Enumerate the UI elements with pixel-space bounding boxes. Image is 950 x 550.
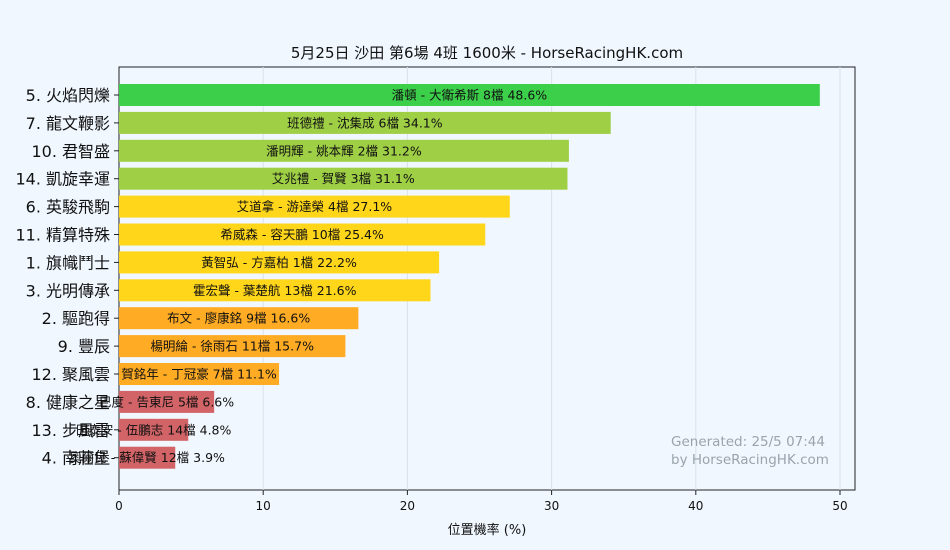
bar [119, 251, 440, 274]
bar-label: 田泰安 - 伍鵬志 14檔 4.8% [76, 422, 232, 437]
x-tick-label: 30 [544, 499, 559, 513]
x-tick-label: 20 [400, 499, 415, 513]
category-label: 12. 聚風雲 [31, 365, 110, 384]
category-label: 10. 君智盛 [31, 142, 110, 161]
bar-label: 奧爾民 - 蘇偉賢 12檔 3.9% [69, 450, 225, 465]
bar [119, 111, 611, 134]
bar-label: 潘頓 - 大衛希斯 8檔 48.6% [392, 88, 548, 103]
category-label: 5. 火焰閃爍 [26, 86, 110, 105]
bar [119, 418, 189, 441]
category-label: 1. 旗幟鬥士 [26, 253, 110, 272]
bar-label: 潘明輝 - 姚本輝 2檔 31.2% [266, 143, 422, 158]
category-label: 13. 步風雷 [31, 421, 110, 440]
chart-title: 5月25日 沙田 第6場 4班 1600米 - HorseRacingHK.co… [291, 44, 683, 62]
category-label: 11. 精算特殊 [15, 226, 110, 245]
bar [119, 307, 359, 330]
bar-label: 希威森 - 容天鵬 10檔 25.4% [220, 227, 384, 242]
category-label: 9. 豐辰 [58, 337, 110, 356]
bar [119, 139, 569, 162]
bar [119, 84, 820, 106]
category-label: 7. 龍文鞭影 [26, 114, 110, 133]
bar-label: 巴度 - 告東尼 5檔 6.6% [99, 394, 234, 409]
bar-label: 艾兆禮 - 賀賢 3檔 31.1% [272, 171, 415, 186]
bar [119, 279, 431, 302]
category-label: 8. 健康之星 [26, 393, 110, 412]
x-tick-label: 0 [115, 499, 123, 513]
bar [119, 390, 215, 413]
bar-label: 賀銘年 - 丁冠豪 7檔 11.1% [121, 367, 277, 382]
bar [119, 363, 280, 385]
bar-label: 班德禮 - 沈集成 6檔 34.1% [287, 115, 443, 130]
category-label: 3. 光明傳承 [26, 281, 110, 300]
x-tick-label: 40 [688, 499, 703, 513]
bar [119, 167, 568, 190]
category-label: 4. 南莊堡 [42, 449, 110, 468]
watermark-site: by HorseRacingHK.com [671, 452, 829, 468]
bar-label: 艾道拿 - 游達榮 4檔 27.1% [237, 199, 393, 214]
bar-label: 楊明綸 - 徐雨石 11檔 15.7% [150, 339, 314, 354]
category-label: 14. 凱旋幸運 [15, 170, 110, 189]
x-axis-label: 位置機率 (%) [448, 522, 527, 538]
bar [119, 446, 176, 469]
watermark-generated: Generated: 25/5 07:44 [671, 434, 825, 450]
bar-label: 黃智弘 - 方嘉柏 1檔 22.2% [201, 255, 357, 270]
bar [119, 195, 510, 218]
bar-label: 布文 - 廖康銘 9檔 16.6% [167, 311, 310, 326]
bar [119, 223, 486, 246]
x-tick-label: 10 [256, 499, 271, 513]
category-label: 6. 英駿飛駒 [26, 198, 110, 217]
category-label: 2. 驅跑得 [42, 309, 110, 328]
bar [119, 335, 346, 358]
x-tick-label: 50 [832, 499, 847, 513]
bar-label: 霍宏聲 - 葉楚航 13檔 21.6% [193, 283, 357, 298]
plot-area [118, 66, 856, 491]
